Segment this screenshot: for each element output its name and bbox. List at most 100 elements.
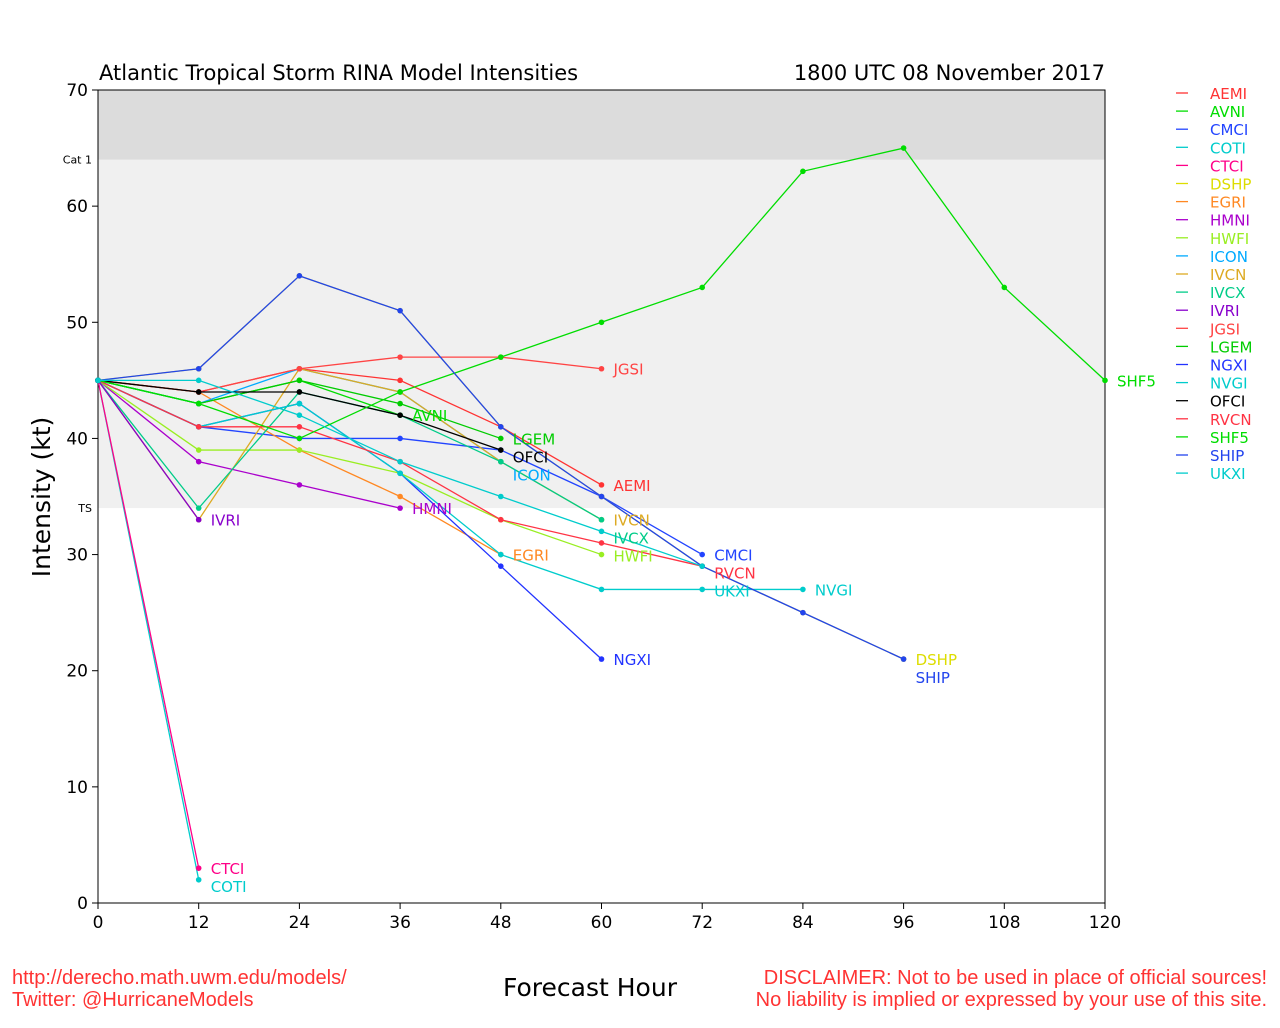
data-point-shf5 — [900, 145, 907, 151]
series-end-label-ngxi: NGXI — [614, 651, 652, 669]
disclaimer-line-1: DISCLAIMER: Not to be used in place of o… — [763, 967, 1267, 989]
series-line-ctci — [97, 380, 200, 869]
legend-label-hwfi: HWFI — [1210, 230, 1249, 248]
legend-label-ctci: CTCI — [1210, 157, 1244, 175]
data-point-shf5 — [1102, 377, 1108, 384]
data-point-ship — [900, 656, 907, 662]
legend-label-ukxi: UKXI — [1210, 465, 1246, 483]
series-line-hwfi — [97, 379, 602, 556]
data-point-shf5 — [598, 319, 605, 326]
data-point-hwfi — [598, 551, 605, 558]
legend-label-cmci: CMCI — [1210, 121, 1248, 139]
data-point-jgsi — [598, 365, 605, 372]
data-point-ivri — [195, 516, 202, 523]
series-end-label-coti: COTI — [211, 878, 247, 896]
series-end-label-dshp: DSHP — [916, 651, 957, 669]
data-point-coti — [195, 876, 202, 883]
data-point-rvcn — [498, 516, 504, 523]
legend-label-ivcx: IVCX — [1210, 284, 1245, 302]
legend-label-coti: COTI — [1210, 139, 1246, 157]
legend-label-icon: ICON — [1210, 248, 1248, 266]
chart-title: Atlantic Tropical Storm RINA Model Inten… — [99, 61, 578, 85]
series-end-label-ofci: OFCI — [513, 448, 548, 466]
data-point-shf5 — [498, 354, 504, 360]
data-point-shf5 — [800, 168, 806, 175]
legend-label-ship: SHIP — [1210, 447, 1244, 465]
band-ts — [98, 159, 1105, 509]
x-tick-label: 72 — [691, 913, 713, 933]
legend-label-ofci: OFCI — [1210, 393, 1245, 411]
series-end-label-ivri: IVRI — [211, 512, 241, 530]
data-point-shf5 — [195, 400, 202, 407]
x-tick-label: 60 — [591, 913, 613, 933]
y-tick-label: 10 — [66, 778, 88, 798]
data-point-ukxi — [95, 377, 101, 384]
legend-label-rvcn: RVCN — [1210, 411, 1252, 429]
band-label: Cat 1 — [63, 154, 92, 167]
data-point-jgsi — [397, 354, 403, 360]
series-end-label-nvgi: NVGI — [815, 581, 853, 599]
data-point-ship — [296, 273, 303, 279]
data-point-jgsi — [296, 365, 303, 372]
series-end-label-icon: ICON — [513, 466, 551, 484]
x-tick-label: 0 — [93, 913, 104, 933]
series-line-hmni — [97, 379, 401, 509]
series-end-label-ukxi: UKXI — [714, 583, 750, 601]
data-point-ukxi — [397, 458, 403, 465]
data-point-ship — [598, 493, 605, 500]
data-point-ofci — [498, 447, 504, 453]
y-tick-label: 20 — [66, 662, 88, 682]
series-end-label-ctci: CTCI — [211, 860, 245, 878]
series-end-label-hmni: HMNI — [412, 500, 452, 518]
data-point-ukxi — [296, 412, 303, 419]
x-tick-label: 96 — [893, 913, 915, 933]
data-point-shf5 — [296, 435, 303, 442]
data-point-shf5 — [397, 389, 403, 395]
source-url[interactable]: http://derecho.math.uwm.edu/models/ — [12, 967, 347, 989]
x-tick-label: 120 — [1089, 913, 1121, 933]
data-point-aemi — [598, 482, 605, 488]
data-point-cmci — [699, 551, 705, 558]
data-point-nvgi — [598, 586, 605, 593]
data-point-ukxi — [195, 377, 202, 384]
data-point-nvgi — [296, 400, 303, 407]
band-cat-1 — [98, 90, 1105, 160]
legend-label-nvgi: NVGI — [1210, 375, 1248, 393]
series-end-label-rvcn: RVCN — [714, 565, 756, 583]
y-axis-label: Intensity (kt) — [27, 417, 56, 578]
data-point-ofci — [296, 389, 303, 395]
data-point-ivcx — [498, 458, 504, 465]
legend-label-ngxi: NGXI — [1210, 357, 1248, 375]
series-end-label-egri: EGRI — [513, 547, 549, 565]
data-point-ofci — [397, 412, 403, 419]
data-point-ngxi — [598, 656, 605, 662]
x-axis-label: Forecast Hour — [503, 973, 678, 1002]
legend-label-hmni: HMNI — [1210, 212, 1250, 230]
y-tick-label: 40 — [66, 429, 88, 449]
twitter-handle[interactable]: Twitter: @HurricaneModels — [12, 989, 254, 1011]
legend-label-ivri: IVRI — [1210, 302, 1240, 320]
data-point-aemi — [397, 377, 403, 384]
y-tick-label: 30 — [66, 546, 88, 566]
series-end-label-ivcx: IVCX — [614, 530, 649, 548]
x-tick-label: 84 — [792, 913, 814, 933]
data-point-ship — [498, 424, 504, 430]
x-tick-label: 12 — [188, 913, 210, 933]
y-tick-label: 50 — [66, 313, 88, 333]
data-point-hmni — [195, 458, 202, 465]
series-end-label-lgem: LGEM — [513, 430, 555, 448]
chart-subtitle: 1800 UTC 08 November 2017 — [794, 61, 1105, 85]
data-point-egri — [397, 493, 403, 500]
y-tick-label: 0 — [77, 894, 88, 914]
legend-label-lgem: LGEM — [1210, 338, 1252, 356]
series-end-label-aemi: AEMI — [614, 477, 651, 495]
data-point-hmni — [296, 482, 303, 488]
x-tick-label: 24 — [289, 913, 311, 933]
series-line-nvgi — [97, 379, 803, 591]
data-point-ukxi — [598, 528, 605, 535]
data-point-ukxi — [699, 563, 705, 569]
x-tick-label: 36 — [389, 913, 411, 933]
data-point-lgem — [397, 400, 403, 407]
